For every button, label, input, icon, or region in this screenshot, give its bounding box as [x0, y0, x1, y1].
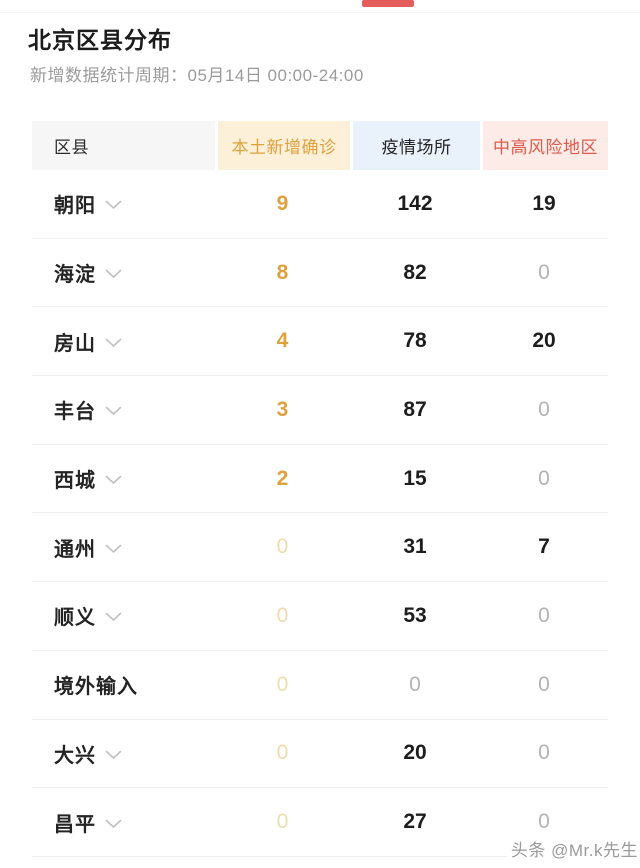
district-name: 境外输入	[54, 676, 138, 699]
mid-high-risk-value: 0	[538, 603, 550, 627]
chevron-down-icon	[105, 750, 122, 760]
district-cell[interactable]: 丰台	[32, 395, 215, 424]
local-new-confirmed-value: 0	[276, 672, 289, 696]
table-row: 境外输入 0 0 0	[32, 651, 608, 720]
epidemic-venues-value: 20	[403, 741, 427, 765]
table-header: 区县 本土新增确诊 疫情场所 中高风险地区	[32, 121, 608, 170]
chevron-down-icon	[105, 819, 122, 829]
epidemic-venues-value: 87	[403, 397, 427, 421]
table-row: 西城 2 15 0	[32, 445, 608, 514]
chevron-down-icon	[105, 338, 122, 348]
mid-high-risk-value: 0	[538, 260, 550, 284]
district-name: 房山	[54, 332, 96, 355]
mid-high-risk-value: 19	[532, 191, 556, 215]
mid-high-risk-value: 20	[532, 329, 556, 353]
district-cell[interactable]: 昌平	[32, 808, 215, 837]
epidemic-venues-value: 0	[409, 672, 421, 696]
district-cell[interactable]: 朝阳	[32, 189, 215, 218]
stats-period-subtitle: 新增数据统计周期：05月14日 00:00-24:00	[30, 66, 364, 85]
district-cell[interactable]: 房山	[32, 327, 215, 356]
mid-high-risk-value: 0	[538, 810, 550, 834]
mid-high-risk-value: 0	[538, 672, 550, 696]
mid-high-risk-value: 0	[538, 741, 550, 765]
local-new-confirmed-value: 0	[276, 741, 289, 765]
district-name: 顺义	[54, 607, 96, 630]
district-cell[interactable]: 海淀	[32, 258, 215, 287]
mid-high-risk-value: 0	[538, 466, 550, 490]
chevron-down-icon	[105, 612, 122, 622]
table-row: 通州 0 31 7	[32, 513, 608, 583]
mid-high-risk-value: 0	[538, 397, 550, 421]
district-name: 大兴	[54, 744, 96, 767]
local-new-confirmed-value: 4	[276, 329, 289, 353]
top-strip	[0, 0, 640, 13]
epidemic-venues-value: 82	[403, 260, 427, 284]
epidemic-venues-value: 15	[403, 466, 427, 490]
district-cell[interactable]: 大兴	[32, 739, 215, 768]
district-cell[interactable]: 通州	[32, 533, 215, 562]
table-row: 大兴 0 20 0	[32, 720, 608, 789]
col-header-mid-high-risk: 中高风险地区	[480, 121, 608, 170]
table-row: 朝阳 9 142 19	[32, 170, 608, 239]
epidemic-venues-value: 27	[403, 810, 427, 834]
local-new-confirmed-value: 3	[276, 397, 289, 421]
col-header-local-new-confirmed: 本土新增确诊	[215, 121, 350, 170]
epidemic-venues-value: 31	[403, 535, 427, 559]
district-name: 海淀	[54, 264, 96, 287]
district-cell[interactable]: 西城	[32, 464, 215, 493]
district-table: 区县 本土新增确诊 疫情场所 中高风险地区 朝阳 9 142 19 海淀 8	[32, 121, 608, 857]
chevron-down-icon	[105, 544, 122, 554]
district-name: 昌平	[54, 813, 96, 836]
local-new-confirmed-value: 2	[276, 466, 289, 490]
epidemic-venues-value: 78	[403, 329, 427, 353]
district-name: 丰台	[54, 401, 96, 424]
table-row: 顺义 0 53 0	[32, 582, 608, 651]
epidemic-venues-value: 142	[397, 191, 433, 215]
district-name: 朝阳	[54, 195, 96, 218]
watermark: 头条 @Mr.k先生	[506, 836, 638, 861]
table-row: 丰台 3 87 0	[32, 376, 608, 445]
chevron-down-icon	[105, 406, 122, 416]
local-new-confirmed-value: 9	[276, 191, 289, 215]
table-body: 朝阳 9 142 19 海淀 8 82 0 房山	[32, 170, 608, 857]
chevron-down-icon	[105, 475, 122, 485]
local-new-confirmed-value: 0	[276, 535, 289, 559]
col-header-district: 区县	[32, 121, 215, 170]
top-accent-bar	[362, 0, 414, 7]
chevron-down-icon	[105, 269, 122, 279]
table-row: 昌平 0 27 0	[32, 788, 608, 857]
district-cell: 境外输入	[32, 670, 215, 699]
local-new-confirmed-value: 0	[276, 603, 289, 627]
table-row: 房山 4 78 20	[32, 307, 608, 377]
col-header-epidemic-venues: 疫情场所	[350, 121, 480, 170]
local-new-confirmed-value: 8	[276, 260, 289, 284]
table-row: 海淀 8 82 0	[32, 239, 608, 308]
page-title: 北京区县分布	[28, 27, 172, 53]
district-name: 西城	[54, 470, 96, 493]
local-new-confirmed-value: 0	[276, 810, 289, 834]
mid-high-risk-value: 7	[538, 535, 550, 559]
epidemic-venues-value: 53	[403, 603, 427, 627]
chevron-down-icon	[105, 200, 122, 210]
district-cell[interactable]: 顺义	[32, 601, 215, 630]
district-name: 通州	[54, 538, 96, 561]
